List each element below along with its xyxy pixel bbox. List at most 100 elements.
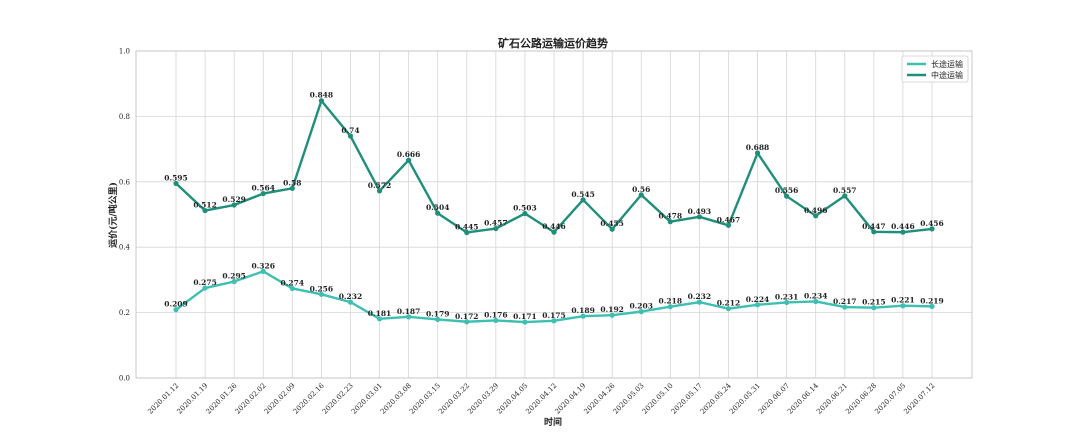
x-axis-label: 时间	[544, 416, 562, 428]
y-axis-label: 运价(元/吨公里)	[107, 182, 119, 248]
data-point	[725, 222, 732, 228]
data-point	[464, 229, 470, 236]
data-point	[435, 316, 441, 323]
data-point	[813, 213, 819, 219]
legend-label: 长途运输	[931, 59, 963, 69]
data-label: 0.275	[193, 278, 217, 287]
data-point	[551, 229, 557, 235]
data-label: 0.557	[833, 186, 857, 195]
data-label: 0.496	[804, 206, 828, 215]
data-label: 0.467	[717, 215, 741, 224]
data-point	[813, 298, 819, 305]
data-point	[580, 197, 586, 203]
data-label: 0.493	[688, 207, 712, 216]
data-point	[522, 319, 528, 325]
data-label: 0.203	[629, 302, 653, 311]
data-point	[406, 157, 412, 163]
y-tick-label: 0.2	[119, 309, 130, 317]
data-point	[551, 318, 557, 324]
data-point	[347, 133, 354, 139]
data-point	[289, 185, 295, 191]
data-point	[493, 225, 499, 232]
data-label: 0.446	[542, 222, 566, 231]
data-label: 0.848	[310, 91, 334, 100]
data-label: 0.595	[164, 173, 188, 182]
data-point	[842, 193, 848, 199]
data-point	[784, 299, 790, 306]
y-tick-label: 0.6	[119, 178, 131, 186]
data-point	[900, 229, 906, 235]
data-label: 0.456	[920, 219, 944, 228]
data-label: 0.171	[513, 312, 537, 321]
data-label: 0.295	[222, 272, 246, 281]
data-label: 0.455	[600, 219, 624, 228]
data-label: 0.666	[397, 150, 421, 159]
data-point	[696, 214, 702, 220]
data-label: 0.326	[251, 261, 275, 270]
data-label-layer: 0.209 0.275 0.295 0.326 0.274 0.256 0.232 0.181…	[164, 91, 944, 321]
data-point	[464, 319, 470, 325]
data-label: 0.556	[775, 186, 799, 195]
data-label: 0.212	[717, 299, 741, 308]
data-label: 0.503	[513, 204, 537, 213]
data-point	[609, 226, 615, 232]
data-point	[667, 219, 673, 225]
data-point	[929, 226, 935, 232]
data-point	[231, 278, 237, 285]
legend-label: 中途运输	[931, 70, 963, 80]
data-label: 0.564	[251, 184, 275, 193]
data-label: 0.231	[775, 292, 799, 301]
data-label: 0.545	[571, 190, 595, 199]
y-tick-label: 0.4	[119, 244, 131, 252]
data-label: 0.232	[339, 292, 363, 301]
data-point	[493, 317, 499, 324]
data-label: 0.192	[600, 305, 624, 314]
data-point	[725, 306, 732, 312]
data-point	[260, 190, 266, 197]
data-point	[754, 302, 761, 308]
data-label: 0.504	[426, 203, 450, 212]
data-label: 0.221	[891, 296, 915, 305]
data-point	[435, 210, 441, 216]
data-label: 0.529	[222, 195, 246, 204]
data-label: 0.176	[484, 310, 508, 319]
data-point	[754, 150, 761, 156]
data-label: 0.572	[368, 181, 392, 190]
data-point	[173, 180, 179, 187]
data-label: 0.175	[542, 311, 566, 320]
y-tick-label: 0.0	[119, 375, 130, 383]
data-label: 0.224	[746, 295, 770, 304]
data-point	[929, 303, 935, 309]
data-label: 0.181	[368, 309, 392, 318]
data-point	[202, 285, 208, 291]
y-tick-label: 1.0	[119, 48, 130, 56]
data-point	[638, 309, 644, 315]
data-label: 0.187	[397, 307, 421, 316]
data-point	[784, 193, 790, 199]
data-label: 0.256	[310, 284, 334, 293]
data-label: 0.445	[455, 222, 479, 231]
y-tick-label: 0.8	[119, 113, 130, 121]
data-point	[173, 307, 179, 313]
data-point	[260, 268, 266, 274]
data-label: 0.234	[804, 291, 828, 300]
data-point	[667, 304, 673, 310]
data-point	[318, 291, 324, 297]
data-point	[842, 304, 848, 310]
data-point	[522, 210, 528, 217]
data-label: 0.56	[632, 185, 650, 194]
data-label: 0.688	[746, 143, 770, 152]
data-point	[202, 207, 208, 214]
data-label: 0.219	[920, 296, 944, 305]
data-label: 0.215	[862, 298, 886, 307]
data-point	[871, 229, 877, 235]
data-point	[580, 313, 586, 319]
data-point	[900, 303, 906, 309]
data-label: 0.217	[833, 297, 857, 306]
grid	[136, 50, 972, 379]
data-point	[376, 316, 383, 322]
data-point	[318, 98, 324, 104]
